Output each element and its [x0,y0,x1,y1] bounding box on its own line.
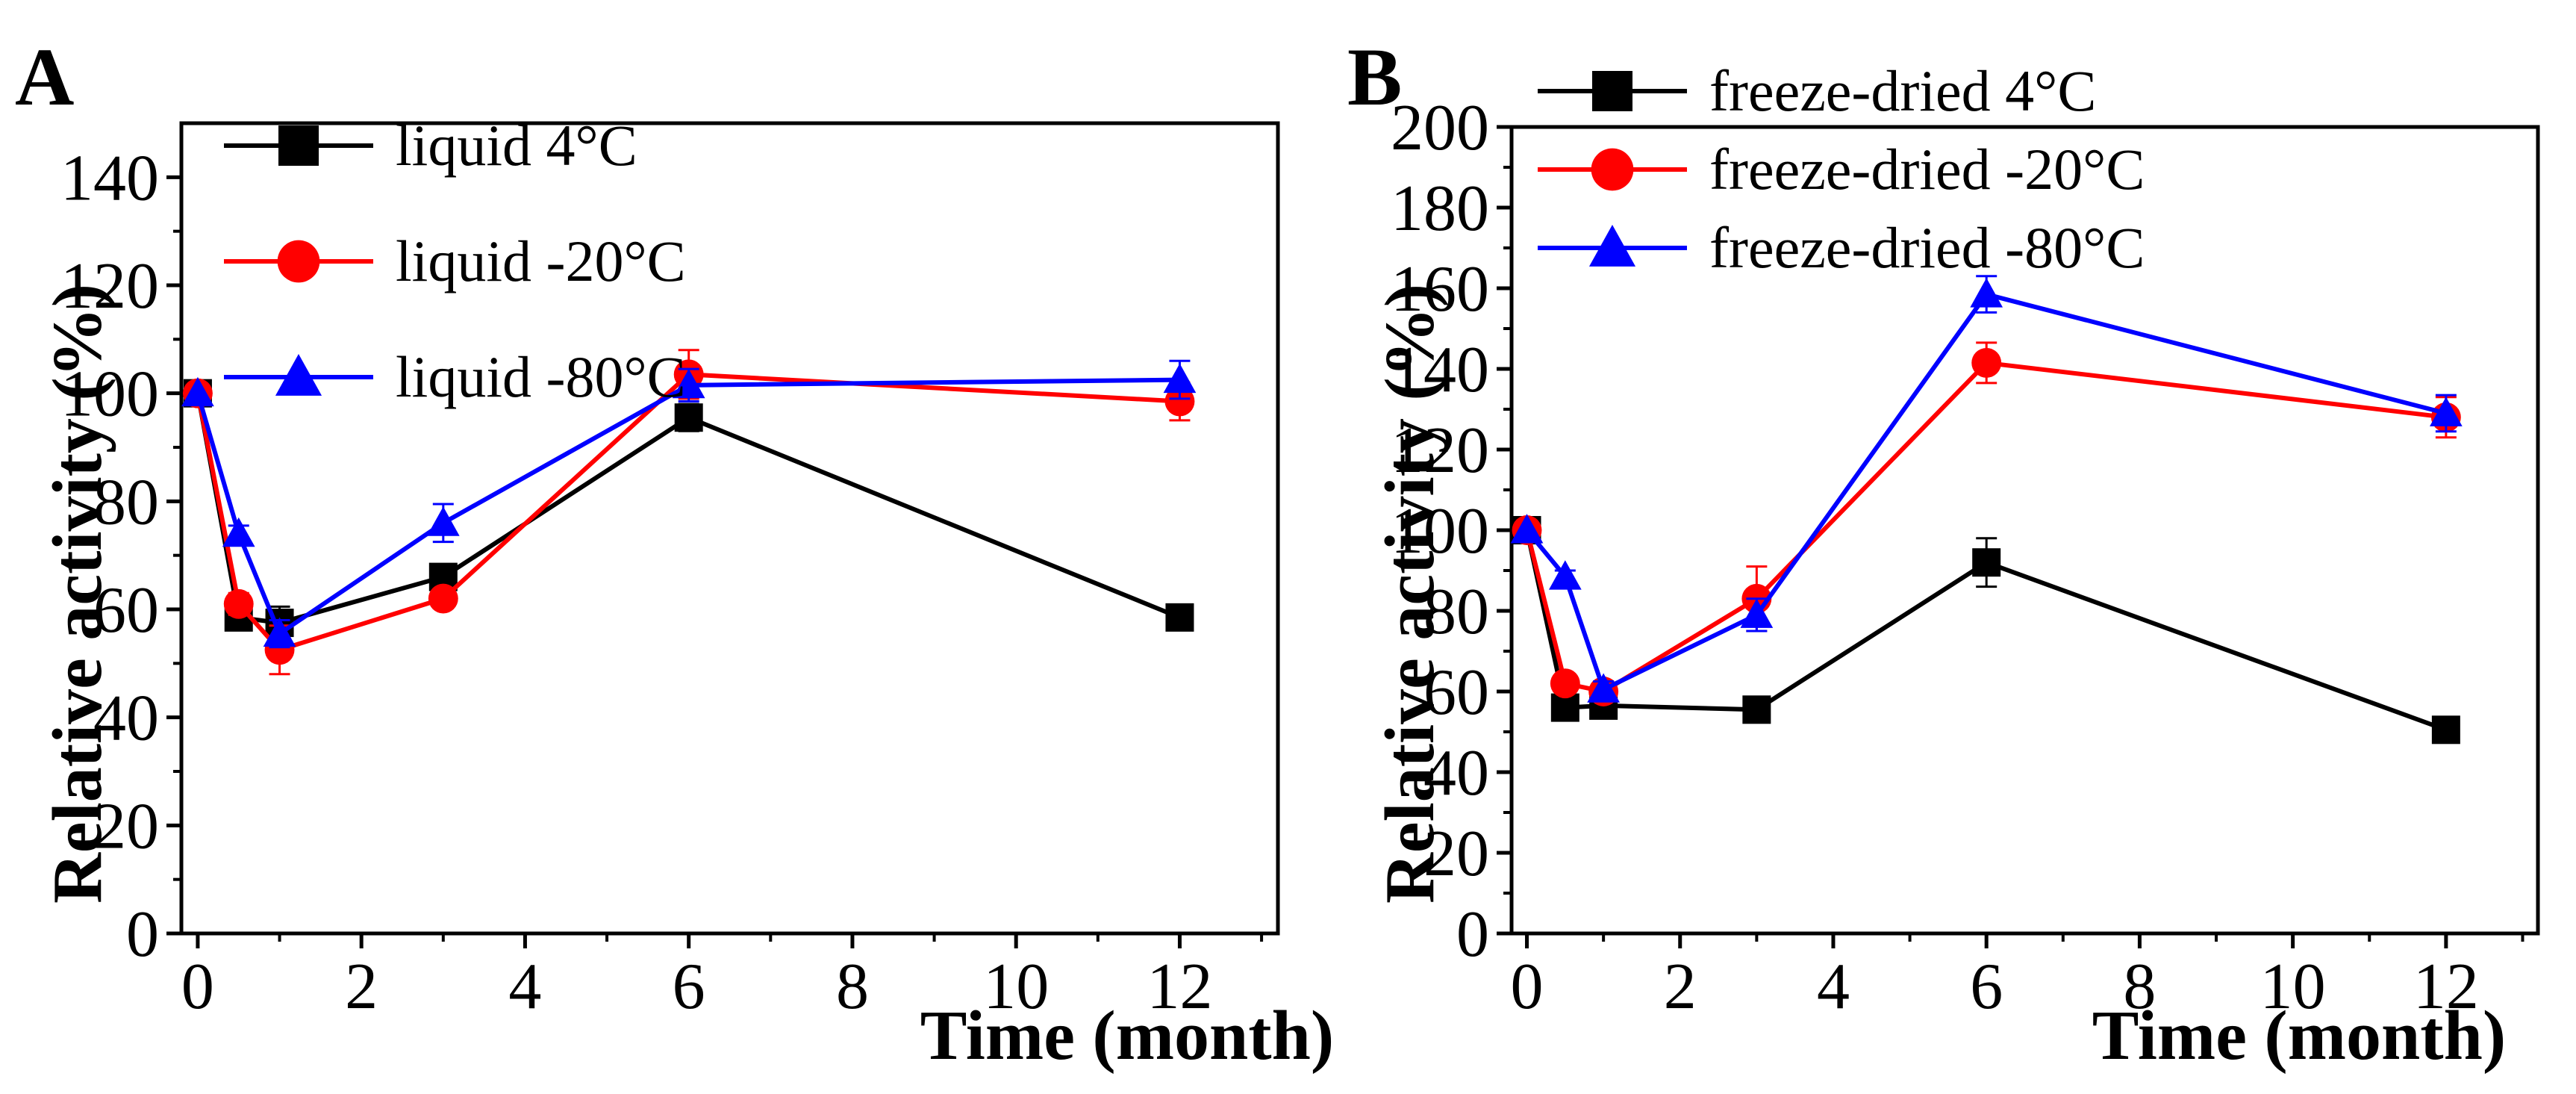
x-tick-label-b: 12 [2413,951,2479,1023]
x-tick-label-b: 4 [1817,951,1850,1023]
x-tick-label-a: 2 [345,951,378,1023]
data-point [263,617,296,647]
chart-panel-a: A Relative activity (%) Time (month) 020… [15,31,1334,1075]
x-tick-label-a: 8 [836,951,869,1023]
data-point [223,588,254,619]
y-axis-title-a: Relative activity (%) [39,284,116,904]
series-line [195,372,1180,653]
y-tick-label-a: 120 [60,250,159,323]
series-line [1524,360,2447,694]
x-axis-title-a: Time (month) [920,997,1334,1075]
data-point [1740,598,1774,628]
x-tick-label-b: 0 [1511,951,1544,1023]
y-tick-label-b: 160 [1391,253,1489,326]
data-point [674,403,703,432]
panel-label-b: B [1347,31,1402,122]
legend-label-b: freeze-dried -20°C [1709,137,2145,202]
series-b-3 [1510,275,2463,703]
y-tick-label-a: 140 [60,142,159,214]
data-point [1971,347,2002,378]
data-point [1165,603,1194,632]
data-point [1742,695,1771,724]
y-tick-label-b: 0 [1456,898,1489,971]
panel-label-a: A [15,31,74,122]
data-point [1510,514,1544,544]
legend-label-a: liquid -20°C [396,229,686,293]
y-tick-label-b: 20 [1423,818,1489,890]
y-tick-label-b: 60 [1423,656,1489,729]
legend-marker-a [275,353,322,396]
y-tick-label-a: 40 [93,683,159,755]
legend-marker-a [277,240,320,283]
x-tick-label-b: 8 [2123,951,2156,1023]
y-tick-label-b: 120 [1391,414,1489,487]
legend-label-b: freeze-dried 4°C [1709,58,2096,123]
chart-panel-b: B Relative activity (%) Time (month) 020… [1347,31,2540,1075]
data-point [1550,668,1580,699]
y-tick-label-b: 140 [1391,334,1489,406]
y-tick-label-b: 80 [1423,576,1489,648]
series-line [1525,291,2447,693]
y-tick-label-a: 100 [60,358,159,431]
series-line [196,377,1180,638]
legend-marker-b [1588,224,1636,267]
x-tick-label-a: 0 [181,951,214,1023]
data-point [222,517,255,547]
data-point [2430,397,2463,426]
series-a-3 [181,359,1197,649]
y-axis-title-b: Relative activity (%) [1371,284,1449,904]
x-tick-label-b: 2 [1664,951,1697,1023]
y-tick-label-a: 20 [93,790,159,863]
data-point [1163,363,1197,394]
legend-label-a: liquid -80°C [396,344,686,409]
data-point [1587,673,1620,703]
data-point [1548,560,1582,590]
y-tick-label-b: 40 [1423,737,1489,809]
data-point [428,583,458,614]
series-a-1 [183,379,1194,641]
data-point [672,368,705,399]
series-b-2 [1512,341,2461,706]
x-tick-label-b: 10 [2260,951,2326,1023]
legend-label-b: freeze-dried -80°C [1709,215,2145,280]
y-tick-label-b: 100 [1391,495,1489,568]
y-tick-label-b: 180 [1391,173,1489,245]
y-tick-label-a: 60 [93,574,159,647]
legend-label-a: liquid 4°C [396,113,637,178]
data-point [1970,278,2003,308]
data-point [1972,548,2001,577]
x-tick-label-a: 10 [983,951,1049,1023]
data-point [2431,715,2460,745]
series-b-1 [1512,516,2460,745]
x-axis-title-b: Time (month) [2092,997,2506,1075]
y-tick-label-a: 0 [126,898,159,971]
legend-marker-b [1591,148,1634,191]
x-tick-label-a: 4 [508,951,541,1023]
legend-marker-a [278,125,319,166]
data-point [1164,386,1195,417]
y-tick-label-a: 80 [93,466,159,538]
data-point [426,506,460,536]
plot-frame-a [179,121,1280,936]
series-a-2 [182,349,1195,676]
x-tick-label-a: 12 [1147,951,1212,1023]
y-tick-label-b: 200 [1391,92,1489,164]
data-point [181,376,214,407]
x-tick-label-a: 6 [673,951,705,1023]
x-tick-label-b: 6 [1970,951,2003,1023]
legend-marker-b [1592,71,1632,111]
